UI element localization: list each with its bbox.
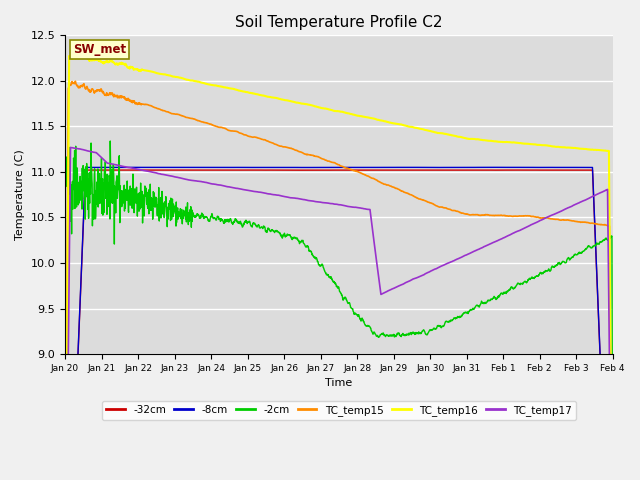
Legend: -32cm, -8cm, -2cm, TC_temp15, TC_temp16, TC_temp17: -32cm, -8cm, -2cm, TC_temp15, TC_temp16,… (102, 401, 576, 420)
Text: SW_met: SW_met (73, 43, 126, 56)
Title: Soil Temperature Profile C2: Soil Temperature Profile C2 (235, 15, 443, 30)
Y-axis label: Temperature (C): Temperature (C) (15, 149, 25, 240)
X-axis label: Time: Time (325, 378, 353, 388)
